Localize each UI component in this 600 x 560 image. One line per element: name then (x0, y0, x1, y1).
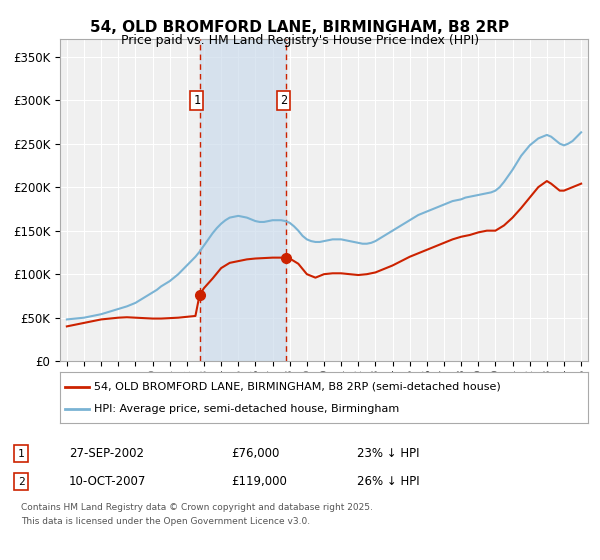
Text: 2: 2 (280, 94, 287, 106)
Text: 54, OLD BROMFORD LANE, BIRMINGHAM, B8 2RP (semi-detached house): 54, OLD BROMFORD LANE, BIRMINGHAM, B8 2R… (94, 381, 501, 391)
Text: Price paid vs. HM Land Registry's House Price Index (HPI): Price paid vs. HM Land Registry's House … (121, 34, 479, 46)
Bar (200, 39, 286, 361)
Text: 2: 2 (17, 477, 25, 487)
Text: Contains HM Land Registry data © Crown copyright and database right 2025.: Contains HM Land Registry data © Crown c… (21, 503, 373, 512)
Text: This data is licensed under the Open Government Licence v3.0.: This data is licensed under the Open Gov… (21, 517, 310, 526)
Text: 1: 1 (193, 94, 200, 106)
Text: 27-SEP-2002: 27-SEP-2002 (69, 447, 144, 460)
Text: 26% ↓ HPI: 26% ↓ HPI (357, 475, 419, 488)
Text: £119,000: £119,000 (231, 475, 287, 488)
Text: £76,000: £76,000 (231, 447, 280, 460)
Text: 10-OCT-2007: 10-OCT-2007 (69, 475, 146, 488)
Text: 54, OLD BROMFORD LANE, BIRMINGHAM, B8 2RP: 54, OLD BROMFORD LANE, BIRMINGHAM, B8 2R… (91, 20, 509, 35)
Text: HPI: Average price, semi-detached house, Birmingham: HPI: Average price, semi-detached house,… (94, 404, 400, 414)
Text: 1: 1 (17, 449, 25, 459)
Text: 23% ↓ HPI: 23% ↓ HPI (357, 447, 419, 460)
